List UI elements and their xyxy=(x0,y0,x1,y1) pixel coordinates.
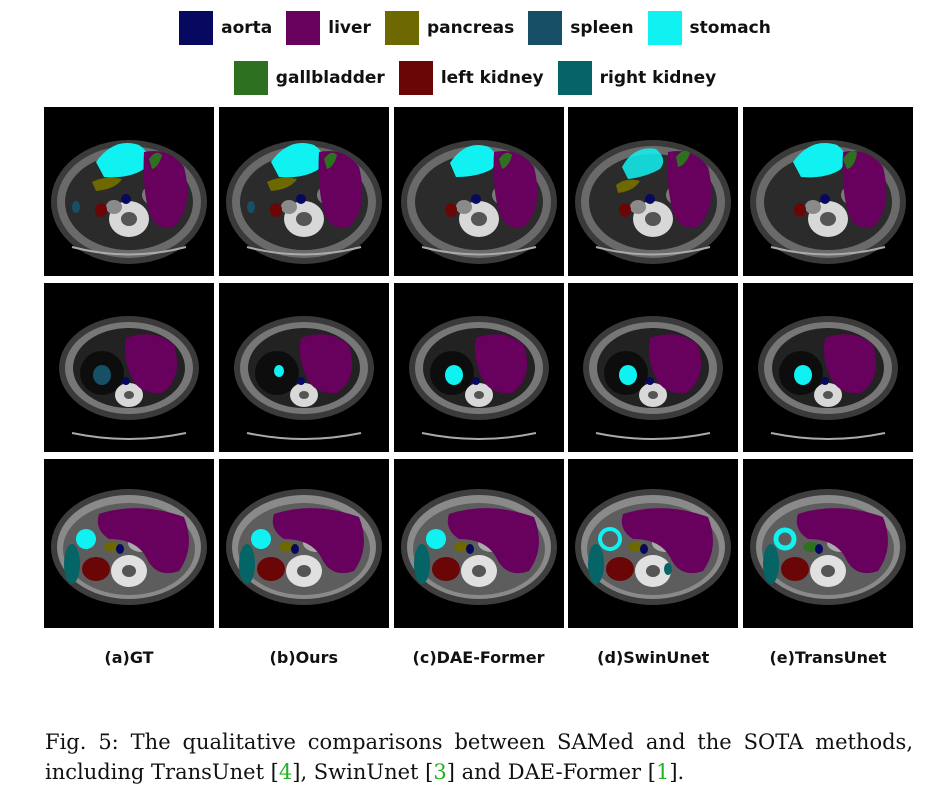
legend-swatch-left-kidney xyxy=(398,61,433,95)
qualitative-image-grid xyxy=(44,107,913,635)
legend-label-aorta: aorta xyxy=(221,18,273,38)
image-row-2 xyxy=(44,283,913,452)
caption-text: ]. xyxy=(669,760,685,784)
legend-item-liver: liver xyxy=(286,11,371,45)
legend-label-liver: liver xyxy=(328,18,371,38)
figure-caption-line-2: including TransUnet [4], SwinUnet [3] an… xyxy=(45,760,684,784)
legend-swatch-aorta xyxy=(179,11,214,45)
citation-link-4[interactable]: 4 xyxy=(278,760,293,784)
ct-image-transunet-row3 xyxy=(743,459,913,628)
legend-item-gallbladder: gallbladder xyxy=(233,61,385,95)
caption-text: ] and DAE-Former [ xyxy=(446,760,656,784)
legend-swatch-right-kidney xyxy=(557,61,592,95)
ct-image-ours-row2 xyxy=(218,283,389,452)
legend-label-gallbladder: gallbladder xyxy=(275,68,385,88)
legend-swatch-gallbladder xyxy=(233,61,268,95)
caption-daeformer: (c)DAE-Former xyxy=(412,648,545,667)
legend-label-spleen: spleen xyxy=(570,18,634,38)
legend-item-aorta: aorta xyxy=(179,11,272,45)
caption-ours: (b)Ours xyxy=(269,648,338,667)
figure-caption-line-1: Fig. 5: The qualitative comparisons betw… xyxy=(45,730,913,754)
legend-item-stomach: stomach xyxy=(647,11,771,45)
legend-label-stomach: stomach xyxy=(689,18,771,38)
legend-label-pancreas: pancreas xyxy=(426,18,515,38)
caption-swinunet: (d)SwinUnet xyxy=(597,648,710,667)
citation-link-3[interactable]: 3 xyxy=(433,760,447,784)
ct-image-daeformer-row2 xyxy=(393,283,564,452)
caption-transunet: (e)TransUnet xyxy=(769,648,887,667)
ct-image-gt-row2 xyxy=(44,283,214,452)
ct-image-transunet-row1 xyxy=(743,107,913,276)
legend-label-right-kidney: right kidney xyxy=(599,68,717,88)
ct-image-ours-row1 xyxy=(218,107,389,276)
ct-image-gt-row1 xyxy=(44,107,214,276)
legend-swatch-liver xyxy=(286,11,321,45)
legend-swatch-spleen xyxy=(528,11,563,45)
legend-label-left-kidney: left kidney xyxy=(440,68,544,88)
ct-image-swinunet-row2 xyxy=(568,283,739,452)
legend-item-right-kidney: right kidney xyxy=(557,61,717,95)
legend-item-pancreas: pancreas xyxy=(384,11,515,45)
legend-item-left-kidney: left kidney xyxy=(398,61,544,95)
figure-caption: Fig. 5: The qualitative comparisons betw… xyxy=(45,727,913,787)
ct-image-swinunet-row3 xyxy=(568,459,739,628)
ct-image-transunet-row2 xyxy=(743,283,913,452)
image-row-3 xyxy=(44,459,913,628)
caption-gt: (a)GT xyxy=(104,648,154,667)
ct-image-daeformer-row3 xyxy=(393,459,564,628)
legend-item-spleen: spleen xyxy=(528,11,634,45)
ct-image-gt-row3 xyxy=(44,459,214,628)
citation-link-1[interactable]: 1 xyxy=(655,760,670,784)
legend-row-1: aorta liver pancreas spleen stomach xyxy=(0,10,950,46)
ct-image-swinunet-row1 xyxy=(568,107,739,276)
caption-text: including TransUnet [ xyxy=(45,760,279,784)
legend-swatch-stomach xyxy=(647,11,682,45)
ct-image-daeformer-row1 xyxy=(393,107,564,276)
caption-text: ], SwinUnet [ xyxy=(292,760,434,784)
legend-swatch-pancreas xyxy=(384,11,419,45)
column-captions: (a)GT (b)Ours (c)DAE-Former (d)SwinUnet … xyxy=(44,648,913,667)
image-row-1 xyxy=(44,107,913,276)
ct-image-ours-row3 xyxy=(218,459,389,628)
legend-row-2: gallbladder left kidney right kidney xyxy=(0,60,950,96)
